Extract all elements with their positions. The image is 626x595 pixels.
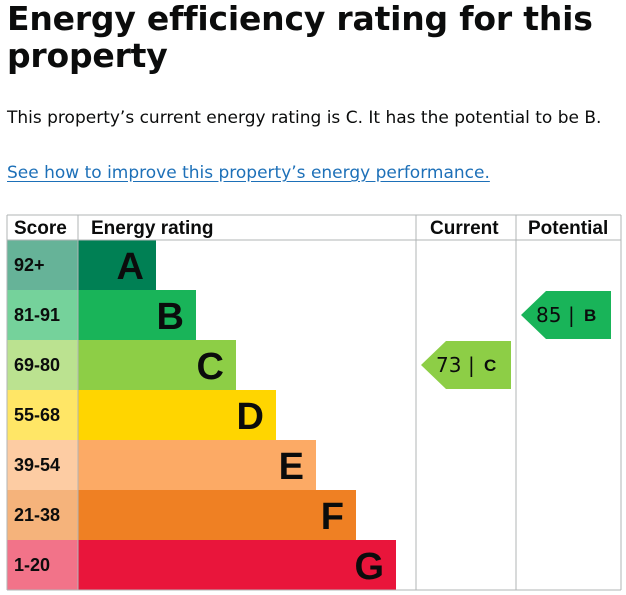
score-header: Score	[14, 218, 67, 239]
table-grid	[6, 214, 622, 591]
rating-bar-f	[78, 490, 356, 540]
rating-arrows: 73 | C 85 | B	[421, 291, 611, 389]
rating-letter-g: G	[354, 546, 384, 588]
rating-letter-d: D	[237, 396, 264, 438]
score-cell-b	[7, 290, 78, 340]
score-label-g: 1-20	[14, 555, 50, 575]
rating-bar-a	[78, 240, 156, 290]
score-cell-g	[7, 540, 78, 590]
rating-summary: This property’s current energy rating is…	[7, 108, 602, 128]
potential-rating-separator: |	[568, 303, 575, 327]
current-rating-arrow: 73 | C	[421, 341, 511, 389]
current-rating-value: 73	[436, 353, 461, 377]
energy-rating-header: Energy rating	[91, 218, 213, 239]
score-cell-d	[7, 390, 78, 440]
potential-rating-arrow: 85 | B	[521, 291, 611, 339]
potential-rating-letter: B	[584, 306, 596, 325]
rating-letter-a: A	[117, 246, 144, 288]
score-cell-a	[7, 240, 78, 290]
rating-letter-b: B	[157, 296, 184, 338]
current-rating-letter: C	[484, 356, 496, 375]
current-header: Current	[430, 218, 499, 239]
score-label-e: 39-54	[14, 455, 60, 475]
page-title: Energy efficiency rating for this proper…	[7, 0, 593, 75]
potential-rating-value: 85	[536, 303, 561, 327]
score-label-a: 92+	[14, 255, 45, 275]
rating-bar-e	[78, 440, 316, 490]
rating-bar-b	[78, 290, 196, 340]
rating-letter-c: C	[197, 346, 224, 388]
score-label-c: 69-80	[14, 355, 60, 375]
score-label-f: 21-38	[14, 505, 60, 525]
rating-bar-d	[78, 390, 276, 440]
potential-arrow-shape	[521, 291, 611, 339]
rating-letter-f: F	[321, 496, 344, 538]
score-cell-f	[7, 490, 78, 540]
current-arrow-shape	[421, 341, 511, 389]
rating-bar-c	[78, 340, 236, 390]
rating-bands: 92+ A 81-91 B 69-80 C 55-68 D 39-54 E 21-38 F 1-20 G	[7, 240, 396, 590]
improve-performance-link[interactable]: See how to improve this property’s energ…	[7, 163, 490, 183]
score-label-d: 55-68	[14, 405, 60, 425]
current-rating-separator: |	[468, 353, 475, 377]
score-cell-c	[7, 340, 78, 390]
potential-header: Potential	[528, 218, 608, 239]
score-cell-e	[7, 440, 78, 490]
score-label-b: 81-91	[14, 305, 60, 325]
rating-bar-g	[78, 540, 396, 590]
rating-letter-e: E	[279, 446, 304, 488]
